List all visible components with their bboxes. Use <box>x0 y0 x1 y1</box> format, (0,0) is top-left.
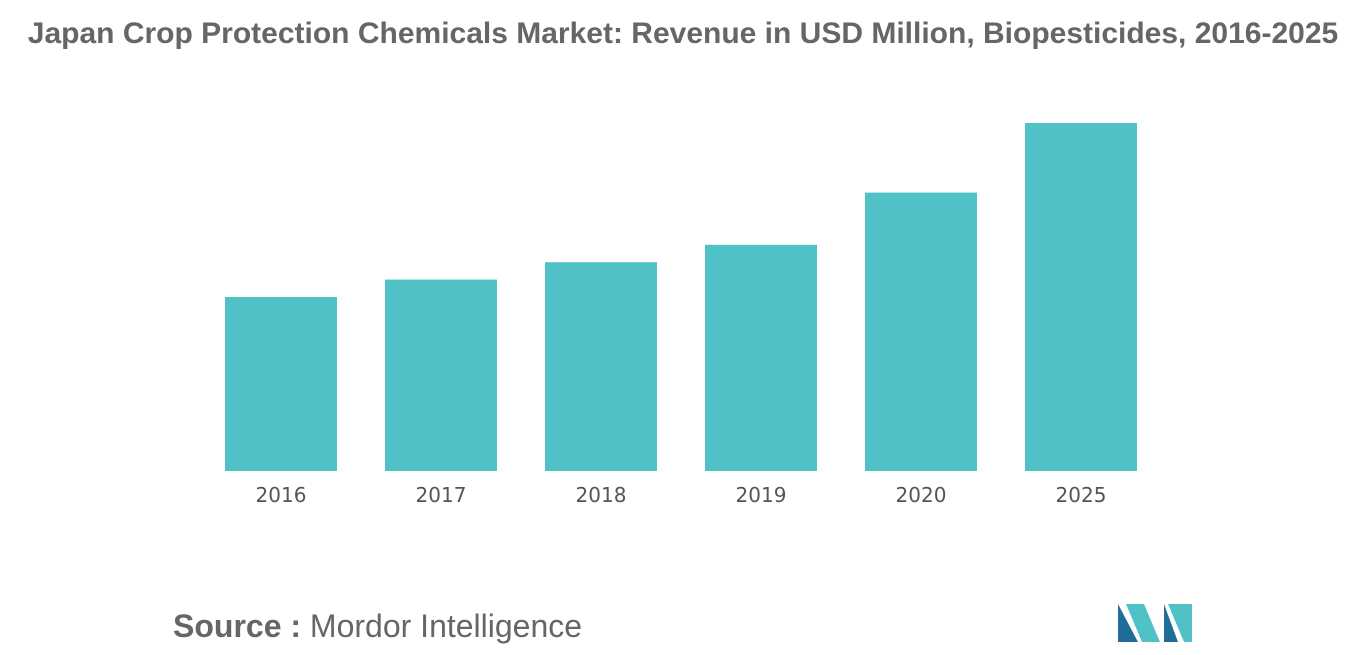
x-tick-label-2025: 2025 <box>1056 483 1107 507</box>
x-tick-label-2020: 2020 <box>896 483 947 507</box>
x-tick-label-2018: 2018 <box>576 483 627 507</box>
x-tick-label-2017: 2017 <box>416 483 467 507</box>
bars-layer <box>225 123 1137 471</box>
bar-2018 <box>545 262 657 471</box>
bar-2025 <box>1025 123 1137 471</box>
source-attribution: Source : Mordor Intelligence <box>173 606 582 646</box>
bar-2016 <box>225 297 337 471</box>
bar-2017 <box>385 279 497 471</box>
x-tick-label-2019: 2019 <box>736 483 787 507</box>
source-value: Mordor Intelligence <box>309 608 583 644</box>
logo-shape-left <box>1118 604 1138 642</box>
x-axis-ticks: 2016 2017 2018 2019 2020 2025 <box>256 483 1107 507</box>
logo-shape-middle <box>1126 604 1160 642</box>
logo-shape-right-b <box>1168 604 1192 642</box>
source-label: Source : <box>173 608 302 644</box>
bar-2019 <box>705 244 817 471</box>
chart-title: Japan Crop Protection Chemicals Market: … <box>0 14 1366 54</box>
chart-title-text: Japan Crop Protection Chemicals Market: … <box>27 17 1339 50</box>
logo-shape-right-a <box>1164 604 1178 642</box>
mordor-logo-icon <box>1118 604 1192 642</box>
bar-2020 <box>865 192 977 471</box>
x-tick-label-2016: 2016 <box>256 483 307 507</box>
